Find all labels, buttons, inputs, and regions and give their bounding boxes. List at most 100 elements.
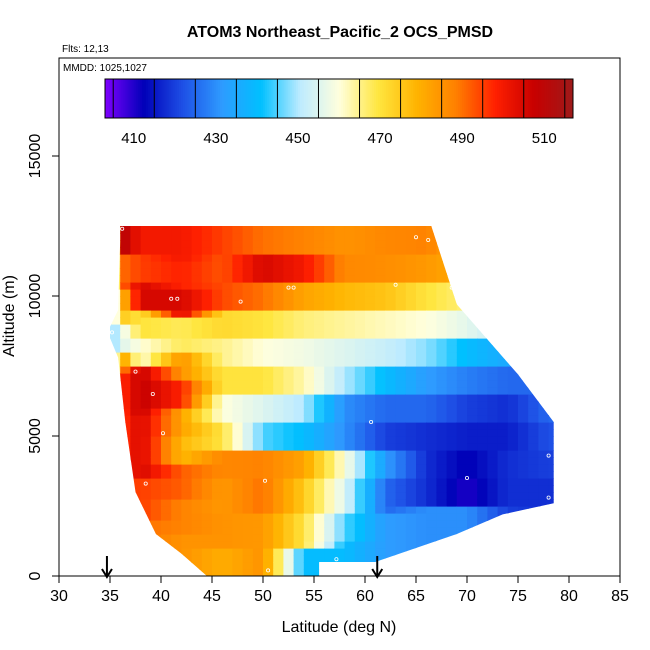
chart-title: ATOM3 Northeast_Pacific_2 OCS_PMSD — [187, 24, 493, 41]
heatmap-cell — [548, 436, 554, 444]
heatmap-cell — [201, 289, 213, 297]
heatmap-cell — [161, 485, 172, 493]
heatmap-cell — [171, 450, 182, 458]
heatmap-cell — [365, 226, 376, 227]
heatmap-cell — [426, 338, 437, 346]
heatmap-cell — [293, 268, 305, 276]
heatmap-cell — [416, 380, 427, 388]
heatmap-cell — [528, 408, 539, 416]
heatmap-cell — [293, 499, 305, 507]
heatmap-cell — [375, 233, 386, 241]
heatmap-cell — [232, 387, 244, 395]
heatmap-cell — [110, 464, 121, 472]
colorbar-swatch — [326, 79, 330, 118]
heatmap-cell — [303, 352, 315, 360]
heatmap-cell — [497, 394, 509, 402]
heatmap-cell — [354, 422, 366, 430]
heatmap-cell — [263, 331, 274, 339]
heatmap-cell — [242, 324, 254, 332]
heatmap-cell — [242, 282, 254, 290]
heatmap-cell — [477, 338, 488, 346]
heatmap-cell — [354, 366, 366, 374]
heatmap-cell — [140, 541, 152, 549]
heatmap-cell — [365, 226, 376, 234]
heatmap-cell — [232, 247, 244, 255]
heatmap-cell — [456, 555, 468, 563]
colorbar-swatch — [189, 79, 192, 118]
heatmap-cell — [130, 296, 142, 304]
heatmap-cell — [150, 429, 162, 437]
heatmap-cell — [405, 345, 417, 353]
heatmap-cell — [283, 310, 295, 318]
heatmap-cell — [426, 541, 437, 549]
heatmap-cell — [212, 282, 223, 290]
heatmap-cell — [334, 394, 346, 402]
heatmap-cell — [283, 401, 295, 409]
heatmap-cell — [314, 366, 325, 374]
heatmap-cell — [548, 401, 554, 409]
heatmap-cell — [365, 380, 376, 388]
heatmap-cell — [436, 569, 448, 576]
heatmap-cell — [171, 534, 182, 542]
x-tick-label: 80 — [560, 588, 578, 605]
heatmap-cell — [110, 429, 121, 437]
heatmap-cell — [405, 359, 417, 367]
colorbar-swatch — [302, 79, 305, 118]
heatmap-cell — [548, 485, 554, 493]
heatmap-cell — [283, 408, 295, 416]
heatmap-cell — [273, 387, 284, 395]
heatmap-cell — [405, 394, 417, 402]
heatmap-cell — [456, 345, 468, 353]
heatmap-cell — [344, 345, 356, 353]
heatmap-cell — [263, 520, 274, 528]
colorbar-swatch — [320, 79, 324, 118]
heatmap-cell — [283, 499, 295, 507]
heatmap-cell — [242, 317, 254, 325]
heatmap-cell — [110, 520, 121, 528]
heatmap-cell — [222, 513, 233, 521]
heatmap-cell — [405, 450, 417, 458]
heatmap-cell — [528, 387, 539, 395]
sample-marker — [110, 330, 115, 335]
heatmap-cell — [201, 373, 213, 381]
heatmap-cell — [161, 247, 172, 255]
heatmap-cell — [171, 352, 182, 360]
heatmap-cell — [130, 443, 142, 451]
heatmap-cell — [303, 548, 315, 556]
heatmap-cell — [405, 233, 417, 241]
heatmap-cell — [456, 366, 468, 374]
heatmap-cell — [232, 289, 244, 297]
colorbar-swatch — [388, 79, 391, 118]
heatmap-cell — [548, 429, 554, 437]
heatmap-cell — [375, 352, 386, 360]
colorbar-swatch — [427, 79, 430, 118]
heatmap-cell — [518, 478, 529, 486]
heatmap-cell — [436, 548, 448, 556]
heatmap-cell — [405, 366, 417, 374]
heatmap-cell — [467, 401, 478, 409]
heatmap-cell — [467, 282, 478, 290]
heatmap-cell — [130, 226, 142, 234]
heatmap-cell — [487, 471, 499, 479]
heatmap-cell — [293, 317, 305, 325]
heatmap-cell — [507, 352, 519, 360]
heatmap-cell — [487, 247, 499, 255]
heatmap-cell — [161, 275, 172, 283]
heatmap-cell — [385, 338, 397, 346]
colorbar-swatch — [232, 79, 235, 118]
heatmap-cell — [477, 303, 488, 311]
heatmap-cell — [405, 464, 417, 472]
sample-marker — [546, 453, 551, 458]
heatmap-cell — [375, 380, 386, 388]
colorbar-swatch — [154, 79, 157, 118]
colorbar-swatch — [447, 79, 451, 118]
heatmap-cell — [426, 506, 437, 514]
heatmap-cell — [222, 303, 233, 311]
colorbar-swatch — [234, 79, 237, 118]
heatmap-cell — [140, 324, 152, 332]
heatmap-cell — [354, 387, 366, 395]
heatmap-cell — [283, 394, 295, 402]
x-tick-label: 30 — [50, 588, 68, 605]
heatmap-cell — [487, 310, 499, 318]
heatmap-cell — [222, 233, 233, 241]
